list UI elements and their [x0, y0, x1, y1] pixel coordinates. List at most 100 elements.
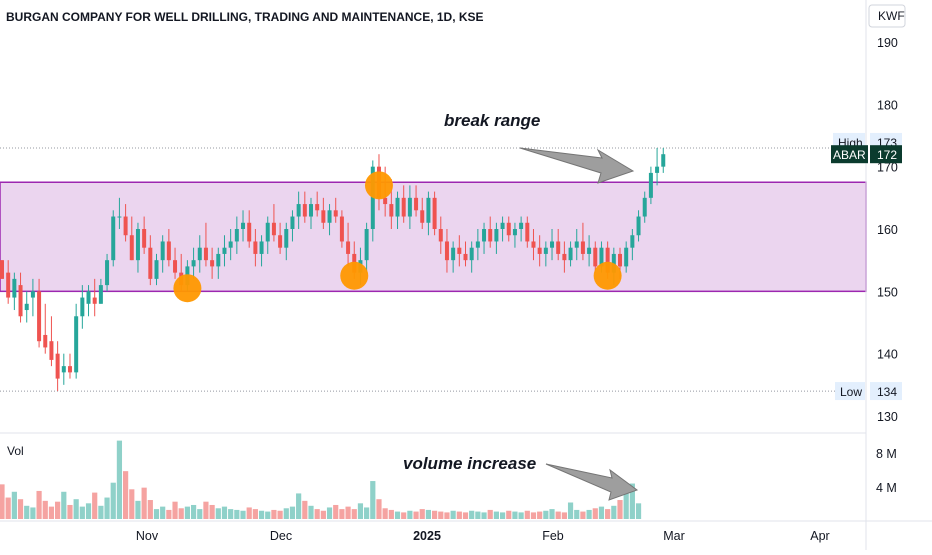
volume-bar [635, 503, 642, 519]
volume-bar [413, 511, 419, 519]
candle-body [74, 316, 79, 373]
touch-marker-circle [364, 171, 393, 200]
candle-body [24, 303, 29, 311]
volume-bar [271, 509, 277, 519]
volume-bar [629, 483, 635, 519]
candle-body [92, 297, 97, 304]
touch-marker-circle [173, 274, 202, 303]
candle-body [407, 197, 412, 217]
candle-body [241, 222, 246, 229]
volume-bar [258, 510, 265, 519]
candle-body [154, 260, 159, 279]
candle-body [148, 247, 153, 279]
volume-bar [184, 506, 190, 519]
time-tick-label: Feb [542, 529, 564, 543]
time-tick-label: Apr [810, 529, 829, 543]
volume-bar [364, 507, 370, 519]
candle-body [18, 285, 23, 317]
candle-body [426, 197, 431, 223]
volume-bar [475, 511, 481, 519]
time-axis[interactable]: Nov Dec 2025 Feb Mar Apr [136, 529, 830, 543]
volume-bar [376, 499, 382, 519]
volume-bar [166, 509, 172, 519]
volume-bar [42, 500, 48, 519]
volume-bar [333, 504, 339, 519]
candle-body [191, 260, 196, 267]
candle-body [494, 229, 499, 242]
candle-body [228, 241, 233, 248]
volume-bar [92, 492, 98, 519]
volume-tick-8m: 8 M [876, 447, 897, 461]
candle-body [105, 260, 110, 286]
price-tick-label: 190 [877, 36, 898, 50]
candle-body [562, 253, 567, 261]
candle-body [259, 241, 264, 254]
candle-body [302, 204, 307, 217]
candle-body [525, 222, 530, 242]
volume-bar [234, 509, 240, 519]
volume-bar [611, 505, 617, 519]
volume-bar [518, 512, 524, 519]
volume-bar [456, 511, 462, 519]
volume-bar [382, 508, 388, 519]
candle-body [605, 247, 610, 273]
volume-bar [55, 501, 61, 519]
price-tick-label: 180 [877, 98, 898, 112]
candle-body [86, 291, 91, 304]
candle-body [67, 366, 72, 373]
candle-body [648, 172, 653, 198]
candle-body [661, 154, 666, 167]
candle-body [0, 260, 4, 279]
volume-bar [283, 508, 289, 519]
candle-body [123, 216, 128, 236]
candle-body [420, 210, 425, 223]
volume-bar [388, 509, 394, 519]
volume-bar [289, 506, 296, 519]
candle-body [531, 241, 536, 248]
candle-body [247, 222, 252, 242]
candle-body [290, 216, 295, 229]
candle-body [519, 222, 524, 229]
candle-body [599, 247, 604, 267]
price-axis[interactable]: 190 180 170 160 150 140 130 [877, 36, 898, 424]
candle-body [333, 210, 338, 217]
candle-body [309, 204, 313, 217]
volume-bar [524, 510, 530, 519]
candle-body [482, 229, 487, 242]
volume-bar [48, 506, 55, 519]
volume-bar [265, 511, 271, 519]
volume-bar [11, 491, 17, 519]
candle-body [537, 247, 542, 254]
volume-bar [98, 505, 104, 519]
candle-body [135, 229, 140, 261]
volume-bar [438, 511, 444, 519]
candle-body [500, 222, 505, 229]
volume-bar [110, 482, 116, 519]
candle-body [30, 291, 35, 298]
volume-bar [543, 510, 549, 519]
volume-bar [135, 500, 141, 519]
candle-body [580, 241, 585, 254]
volume-bar [617, 500, 623, 519]
volume-bar [67, 504, 73, 519]
candle-body [296, 204, 301, 217]
volume-bar [17, 499, 24, 519]
touch-marker-circle [340, 261, 369, 290]
candle-body [432, 197, 437, 229]
volume-bar [85, 503, 92, 519]
volume-bar [5, 497, 11, 519]
candle-body [512, 229, 517, 236]
candle-body [327, 210, 332, 223]
currency-box[interactable] [868, 4, 906, 28]
volume-bar [469, 510, 475, 519]
time-tick-label: 2025 [413, 529, 441, 543]
candle-body [624, 247, 629, 267]
candle-body [253, 241, 258, 254]
volume-bar [370, 481, 376, 519]
volume-bar [549, 509, 555, 519]
low-value: 134 [877, 385, 897, 399]
volume-bar [240, 510, 246, 519]
volume-increase-arrow [545, 463, 639, 501]
volume-bar [574, 509, 580, 519]
